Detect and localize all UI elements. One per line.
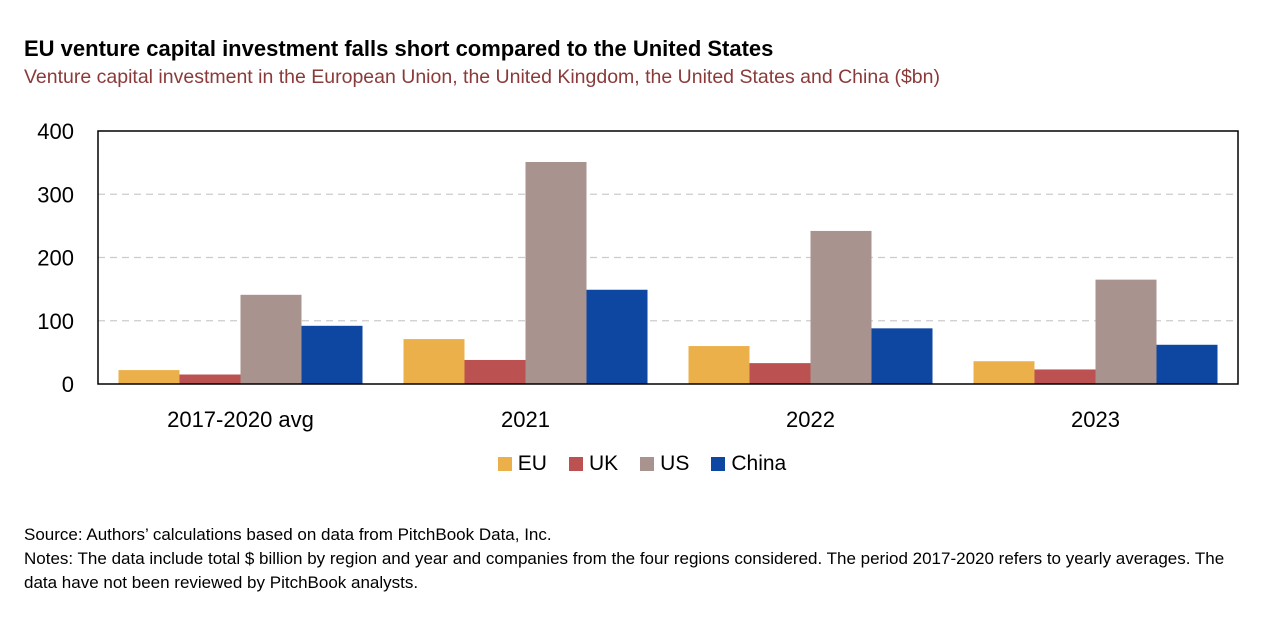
legend-label: China [731,452,787,475]
bar-us-3 [1095,279,1157,384]
bar-eu-0 [118,370,180,384]
legend-item-uk: UK [568,452,619,476]
bar-uk-2 [749,363,811,384]
bar-china-0 [301,325,363,384]
bar-us-1 [525,161,587,384]
legend-item-china: China [711,452,786,476]
y-tick-label: 100 [37,309,74,334]
legend-label: US [660,452,690,475]
x-tick-label: 2021 [501,407,550,432]
chart-title: EU venture capital investment falls shor… [24,36,774,61]
bar-uk-3 [1034,369,1096,384]
bar-eu-3 [973,361,1035,384]
bar-us-0 [240,294,302,384]
legend-item-us: US [640,452,689,476]
legend-swatch [497,457,512,471]
bar-eu-2 [688,346,750,384]
source-note: Source: Authors’ calculations based on d… [24,525,552,544]
bar-chart: 0 100 200 300 400 2017-2020 avg 2021 2022 2023 [37,119,1239,432]
x-tick-label: 2017-2020 avg [167,407,314,432]
y-tick-label: 300 [37,182,74,207]
bar-uk-1 [464,359,526,384]
y-tick-label: 200 [37,246,74,271]
bar-china-2 [871,328,933,384]
chart-legend: EU UK US China [0,452,1284,476]
bar-us-2 [810,230,872,384]
legend-label: EU [517,452,547,475]
chart-subtitle: Venture capital investment in the Europe… [24,66,940,88]
x-tick-label: 2022 [786,407,835,432]
legend-item-eu: EU [497,452,547,476]
bar-china-1 [586,289,648,384]
legend-swatch [568,457,583,471]
legend-swatch [711,457,726,471]
y-tick-label: 400 [37,119,74,144]
x-tick-label: 2023 [1071,407,1120,432]
plot-frame [97,130,1239,385]
legend-label: UK [588,452,619,475]
bar-uk-0 [179,374,241,384]
bar-china-3 [1156,344,1218,384]
legend-swatch [640,457,655,471]
y-tick-label: 0 [62,372,74,397]
notes-text: Notes: The data include total $ billion … [24,549,1225,592]
bar-eu-1 [403,339,465,384]
